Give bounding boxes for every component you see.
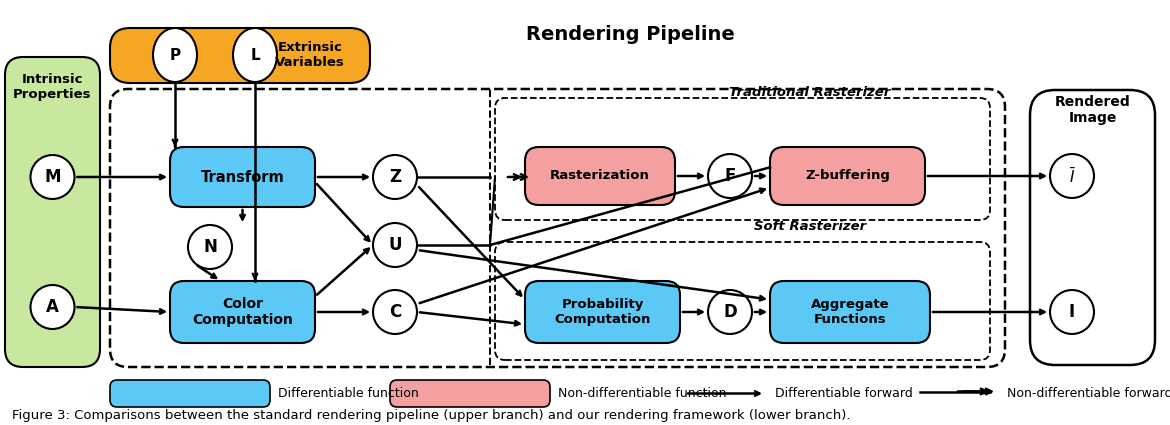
Text: Z: Z xyxy=(388,168,401,186)
Text: Figure 3: Comparisons between the standard rendering pipeline (upper branch) and: Figure 3: Comparisons between the standa… xyxy=(12,409,851,422)
Text: Rendering Pipeline: Rendering Pipeline xyxy=(525,26,735,45)
Text: Non-differentiable forward: Non-differentiable forward xyxy=(1007,387,1170,400)
Text: L: L xyxy=(250,48,260,62)
Text: Aggregate
Functions: Aggregate Functions xyxy=(811,298,889,326)
Circle shape xyxy=(30,285,75,329)
FancyBboxPatch shape xyxy=(770,281,930,343)
Text: D: D xyxy=(723,303,737,321)
Circle shape xyxy=(188,225,232,269)
Text: Differentiable function: Differentiable function xyxy=(278,387,419,400)
FancyBboxPatch shape xyxy=(170,147,315,207)
Text: Probability
Computation: Probability Computation xyxy=(555,298,651,326)
Text: I: I xyxy=(1069,303,1075,321)
Text: Extrinsic
Variables: Extrinsic Variables xyxy=(275,41,345,69)
Text: Traditional Rasterizer: Traditional Rasterizer xyxy=(729,87,890,99)
Text: Intrinsic
Properties: Intrinsic Properties xyxy=(13,73,91,101)
Text: N: N xyxy=(204,238,216,256)
Text: Transform: Transform xyxy=(200,170,284,184)
FancyBboxPatch shape xyxy=(770,147,925,205)
Text: U: U xyxy=(388,236,401,254)
Circle shape xyxy=(1049,154,1094,198)
FancyBboxPatch shape xyxy=(1030,90,1155,365)
FancyBboxPatch shape xyxy=(525,147,675,205)
Text: $\bar{I}$: $\bar{I}$ xyxy=(1068,167,1075,186)
Circle shape xyxy=(373,223,417,267)
Circle shape xyxy=(1049,290,1094,334)
Circle shape xyxy=(373,155,417,199)
Text: Soft Rasterizer: Soft Rasterizer xyxy=(753,221,866,233)
Text: Rendered
Image: Rendered Image xyxy=(1054,95,1130,125)
Text: P: P xyxy=(170,48,180,62)
FancyBboxPatch shape xyxy=(525,281,680,343)
FancyBboxPatch shape xyxy=(390,380,550,407)
Text: A: A xyxy=(46,298,59,316)
Text: Z-buffering: Z-buffering xyxy=(805,170,890,182)
Circle shape xyxy=(708,290,752,334)
FancyBboxPatch shape xyxy=(110,380,270,407)
Circle shape xyxy=(708,154,752,198)
Text: Rasterization: Rasterization xyxy=(550,170,651,182)
FancyBboxPatch shape xyxy=(110,28,370,83)
FancyBboxPatch shape xyxy=(5,57,99,367)
Circle shape xyxy=(373,290,417,334)
Ellipse shape xyxy=(233,28,277,82)
Text: Non-differentiable function: Non-differentiable function xyxy=(558,387,727,400)
Text: Color
Computation: Color Computation xyxy=(192,297,292,327)
Text: M: M xyxy=(44,168,61,186)
Text: F: F xyxy=(724,167,736,185)
Text: Differentiable forward: Differentiable forward xyxy=(775,387,913,400)
Ellipse shape xyxy=(153,28,197,82)
Text: C: C xyxy=(388,303,401,321)
Circle shape xyxy=(30,155,75,199)
FancyBboxPatch shape xyxy=(170,281,315,343)
